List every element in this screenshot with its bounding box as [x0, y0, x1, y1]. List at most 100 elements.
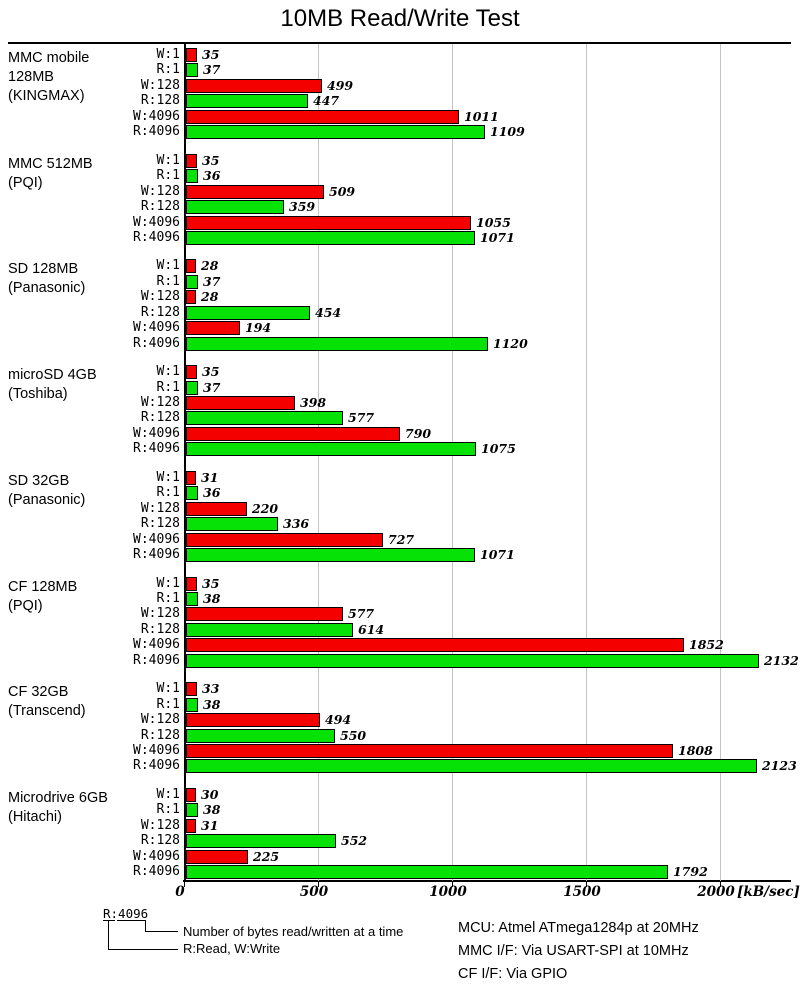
bar-value-label: 30 — [201, 786, 219, 802]
bar-row-label: R:128 — [140, 516, 180, 532]
device-label-line: CF 32GB — [8, 684, 69, 701]
bar-row-label: R:1 — [156, 590, 180, 606]
bar-write — [186, 787, 196, 802]
bar-value-label: 550 — [340, 727, 367, 743]
legend-underline-r — [103, 920, 115, 921]
bar-value-label: 31 — [201, 469, 219, 485]
footer-cf-if-note: CF I/F: Via GPIO — [458, 966, 568, 982]
x-axis-tick-label: 0 — [175, 884, 185, 900]
bar-row-label: R:128 — [140, 833, 180, 849]
chart-title: 10MB Read/Write Test — [280, 5, 520, 32]
bar-row-label: W:128 — [140, 606, 180, 622]
bar-write — [186, 607, 343, 622]
bar-row-label: R:4096 — [133, 547, 180, 563]
bar-value-label: 499 — [327, 77, 354, 93]
bar-value-label: 494 — [325, 712, 352, 728]
bar-read — [186, 274, 198, 289]
x-axis-tick-label: 1000 — [429, 884, 467, 900]
bar-row-label: R:1 — [156, 696, 180, 712]
bar-row-label: W:1 — [156, 364, 180, 380]
bar-read — [186, 125, 485, 140]
legend-sample-label: R:4096 — [103, 906, 149, 921]
bar-read — [186, 622, 353, 637]
bar-value-label: 35 — [202, 47, 220, 62]
footer-mcu-note: MCU: Atmel ATmega1284p at 20MHz — [458, 920, 699, 936]
bar-read — [186, 728, 335, 743]
bar-write — [186, 532, 383, 547]
bar-write — [186, 638, 684, 653]
bar-value-label: 1109 — [490, 124, 525, 140]
device-label-line: SD 128MB — [8, 261, 79, 278]
bar-write — [186, 153, 197, 168]
x-gridline — [452, 44, 453, 881]
bar-value-label: 398 — [300, 395, 327, 410]
bar-write — [186, 818, 196, 833]
bar-row-label: R:128 — [140, 304, 180, 320]
bar-read — [186, 230, 475, 245]
bar-read — [186, 380, 198, 395]
bar-row-label: R:128 — [140, 199, 180, 215]
bar-value-label: 336 — [283, 516, 310, 532]
x-axis-tick-label: 500 — [299, 884, 329, 900]
bar-row-label: W:1 — [156, 258, 180, 274]
bar-row-label: W:4096 — [133, 743, 180, 758]
legend-bracket-bytes-horizontal — [145, 931, 178, 932]
bar-read — [186, 169, 198, 184]
bar-row-label: R:128 — [140, 621, 180, 637]
bar-row-label: R:4096 — [133, 758, 180, 774]
bar-write — [186, 109, 459, 124]
bar-read — [186, 759, 757, 774]
bar-value-label: 35 — [202, 152, 220, 168]
device-label: SD 32GB (Panasonic) — [8, 472, 180, 510]
bar-value-label: 38 — [203, 802, 221, 818]
bar-write — [186, 290, 196, 305]
bar-row-label: W:128 — [140, 289, 180, 305]
bar-row-label: R:128 — [140, 727, 180, 743]
bar-value-label: 37 — [203, 273, 221, 289]
bar-read — [186, 517, 278, 532]
bar-value-label: 28 — [201, 258, 219, 274]
bar-row-label: R:4096 — [133, 124, 180, 140]
bar-row-label: W:4096 — [133, 108, 180, 124]
bar-write — [186, 682, 197, 697]
device-label-line: 128MB — [8, 69, 54, 85]
bar-row-label: W:1 — [156, 469, 180, 485]
x-gridline — [586, 44, 587, 881]
device-label-line: (Panasonic) — [8, 491, 86, 508]
bar-value-label: 614 — [358, 621, 385, 637]
bar-read — [186, 336, 488, 351]
device-label-line: (PQI) — [8, 174, 43, 191]
bar-value-label: 1071 — [480, 547, 515, 563]
bar-value-label: 194 — [245, 320, 272, 336]
bar-read — [186, 834, 336, 849]
bar-value-label: 454 — [315, 304, 342, 320]
bar-value-label: 1792 — [673, 864, 708, 880]
device-label: SD 128MB (Panasonic) — [8, 260, 180, 298]
x-axis-tick — [184, 881, 185, 887]
x-axis-tick — [318, 881, 319, 887]
x-gridline — [720, 44, 721, 881]
bar-value-label: 447 — [313, 93, 340, 109]
device-label-line: (Transcend) — [8, 703, 86, 720]
device-label-line: (PQI) — [8, 597, 43, 614]
bar-value-label: 577 — [348, 410, 375, 426]
bar-row-label: W:128 — [140, 395, 180, 410]
bar-value-label: 790 — [405, 425, 432, 441]
bar-row-label: R:1 — [156, 485, 180, 501]
bar-row-label: W:1 — [156, 152, 180, 168]
bar-value-label: 33 — [202, 681, 220, 697]
bar-read — [186, 94, 308, 109]
y-axis-line — [184, 43, 186, 882]
bar-row-label: W:1 — [156, 681, 180, 697]
device-label: MMC mobile 128MB (KINGMAX) — [8, 49, 180, 106]
bar-value-label: 1011 — [464, 108, 499, 124]
x-axis-tick-label: 1500 — [563, 884, 601, 900]
bar-row-label: R:4096 — [133, 864, 180, 880]
top-rule — [8, 42, 791, 44]
bar-write — [186, 365, 197, 380]
x-gridline — [318, 44, 319, 881]
bar-row-label: R:128 — [140, 93, 180, 109]
bar-row-label: R:128 — [140, 410, 180, 426]
bar-row-label: W:1 — [156, 786, 180, 802]
